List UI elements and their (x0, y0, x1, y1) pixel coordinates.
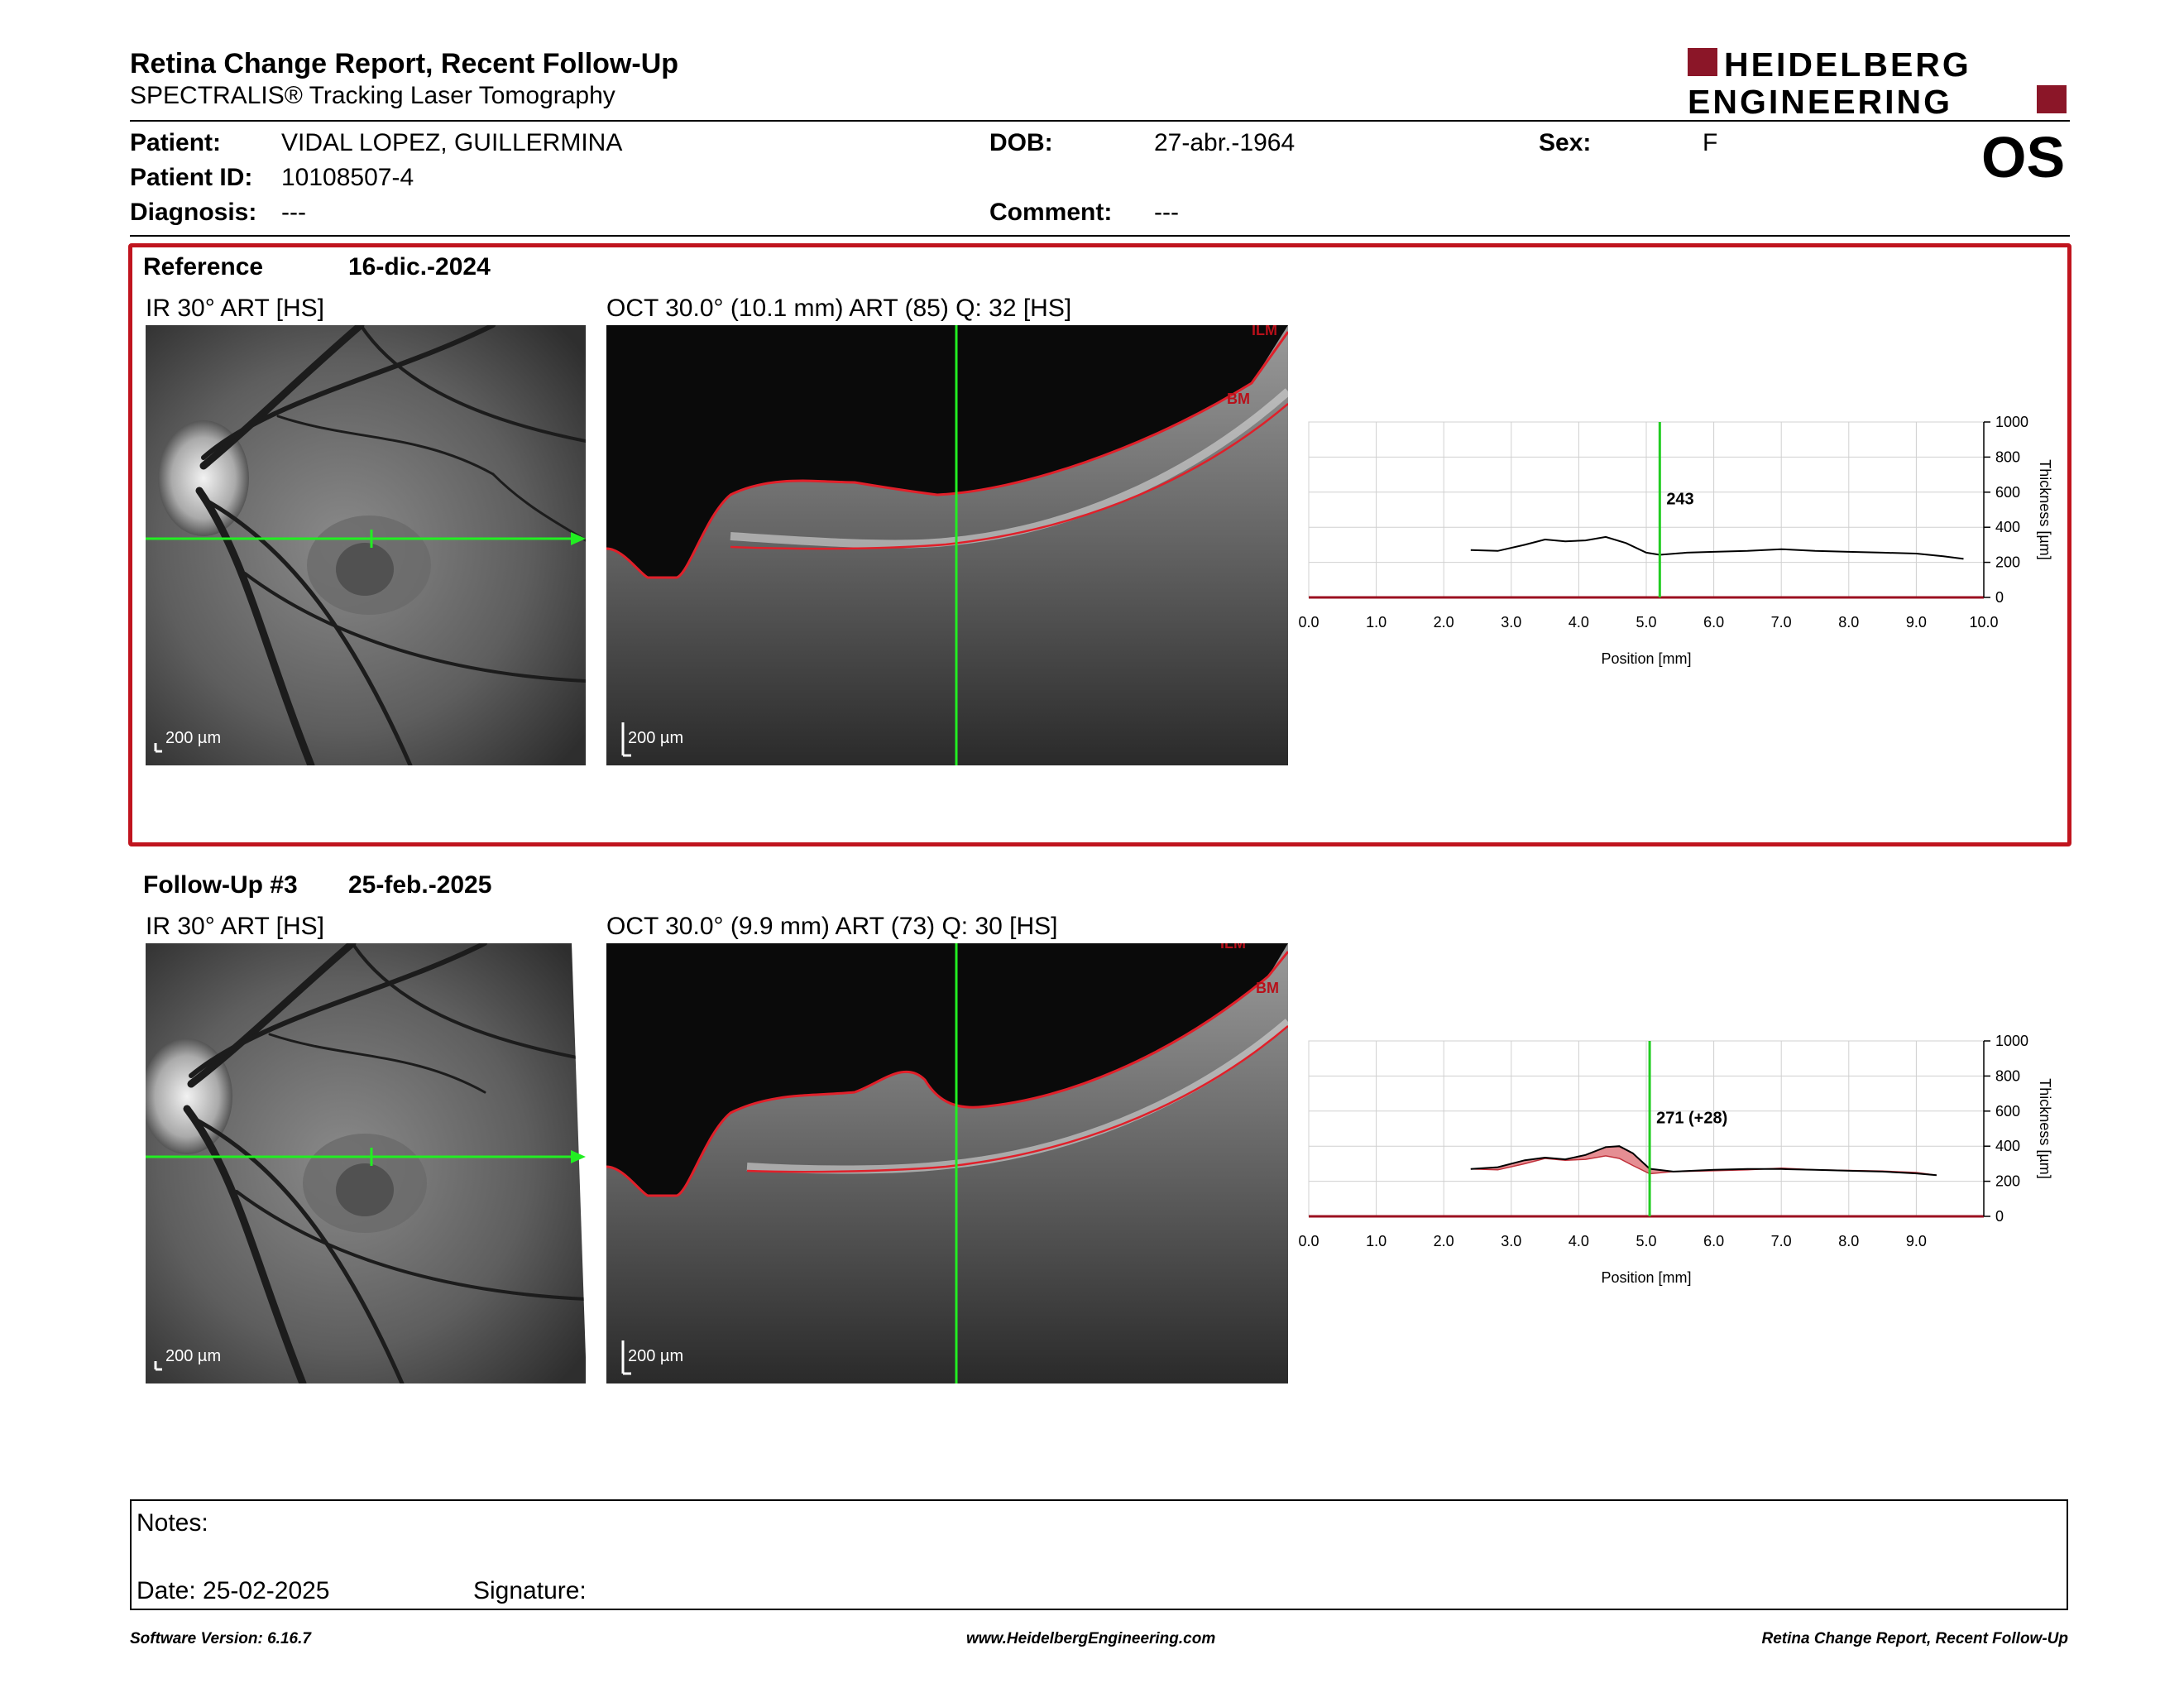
y-tick-label: 0 (1995, 1208, 2004, 1225)
y-axis-label: Thickness [µm] (2037, 1078, 2053, 1178)
date-label: Date: 25-02-2025 (136, 1577, 330, 1604)
x-tick-label: 1.0 (1366, 1233, 1387, 1249)
x-axis-label: Position [mm] (1601, 1269, 1691, 1286)
reference-ir-label: IR 30° ART [HS] (146, 295, 324, 322)
x-tick-label: 1.0 (1366, 614, 1387, 631)
followup-ir-scale: 200 µm (165, 1347, 222, 1365)
reference-oct-label: OCT 30.0° (10.1 mm) ART (85) Q: 32 [HS] (606, 295, 1072, 322)
reference-thickness-chart: 0 200 400 600 800 1000 0.0 1.0 2.0 3.0 4.0 5.0 6.0 7.… (1299, 414, 2053, 667)
x-tick-label: 6.0 (1703, 1233, 1724, 1249)
report-title: Retina Change Report, Recent Follow-Up (130, 48, 679, 79)
x-tick-label: 9.0 (1906, 614, 1927, 631)
y-tick-label: 200 (1995, 1173, 2020, 1190)
followup-label: Follow-Up #3 (143, 871, 298, 899)
notes-label: Notes: (136, 1509, 208, 1537)
patient-id: 10108507-4 (281, 164, 414, 191)
followup-oct-image: ILM BM 200 µm (606, 943, 1288, 1383)
header-divider (130, 120, 2070, 122)
y-tick-label: 800 (1995, 448, 2020, 465)
x-tick-label: 7.0 (1771, 1233, 1792, 1249)
y-tick-label: 1000 (1995, 1033, 2028, 1049)
diagnosis-value: --- (281, 199, 306, 226)
x-tick-label: 8.0 (1838, 614, 1859, 631)
thickness-line (1470, 535, 1964, 560)
followup-bm-label: BM (1256, 980, 1279, 996)
x-tick-label: 3.0 (1501, 1233, 1521, 1249)
report-subtitle: SPECTRALIS® Tracking Laser Tomography (130, 82, 615, 109)
x-tick-label: 4.0 (1569, 614, 1589, 631)
reference-label: Reference (143, 253, 264, 281)
footer-software-version: Software Version: 6.16.7 (130, 1630, 311, 1647)
comment-label: Comment: (989, 199, 1113, 226)
y-tick-label: 200 (1995, 554, 2020, 571)
x-tick-label: 2.0 (1434, 614, 1454, 631)
reference-ilm-label: ILM (1252, 325, 1277, 338)
y-tick-label: 800 (1995, 1067, 2020, 1084)
footer-report-name: Retina Change Report, Recent Follow-Up (1761, 1630, 2068, 1647)
reference-ir-image: 200 µm (146, 325, 586, 765)
x-tick-label: 0.0 (1299, 614, 1320, 631)
signature-label: Signature: (473, 1577, 587, 1604)
logo-line1: HEIDELBERG (1724, 46, 1971, 84)
reference-box (128, 243, 2071, 846)
x-tick-label: 0.0 (1299, 1233, 1320, 1249)
y-axis-label: Thickness [µm] (2037, 459, 2053, 559)
x-tick-label: 5.0 (1636, 1233, 1656, 1249)
footer-website-link[interactable]: www.HeidelbergEngineering.com (966, 1630, 1216, 1647)
diagnosis-label: Diagnosis: (130, 199, 257, 226)
cursor-value-label: 243 (1666, 491, 1693, 509)
patient-name: VIDAL LOPEZ, GUILLERMINA (281, 129, 623, 156)
followup-ilm-label: ILM (1220, 943, 1246, 952)
x-tick-label: 3.0 (1501, 614, 1521, 631)
x-tick-label: 5.0 (1636, 614, 1656, 631)
dob-label: DOB: (989, 129, 1053, 156)
x-tick-label: 7.0 (1771, 614, 1792, 631)
x-tick-label: 4.0 (1569, 1233, 1589, 1249)
heidelberg-logo: HEIDELBERG ENGINEERING (1688, 46, 2067, 116)
y-tick-label: 600 (1995, 1103, 2020, 1120)
reference-oct-scale: 200 µm (628, 729, 684, 747)
followup-oct-scale: 200 µm (628, 1347, 684, 1365)
logo-line2: ENGINEERING (1688, 83, 1952, 116)
notes-box: Notes: Date: 25-02-2025 Signature: (130, 1499, 2068, 1610)
patient-label: Patient: (130, 129, 222, 156)
x-tick-label: 2.0 (1434, 1233, 1454, 1249)
y-tick-label: 600 (1995, 484, 2020, 501)
sex-label: Sex: (1539, 129, 1592, 156)
y-tick-label: 0 (1995, 589, 2004, 606)
followup-thickness-chart: 0 200 400 600 800 1000 0.0 1.0 2.0 3.0 4.0 5.0 6.0 7.… (1299, 1033, 2053, 1286)
comment-value: --- (1154, 199, 1179, 226)
x-axis-label: Position [mm] (1601, 650, 1691, 667)
y-tick-label: 1000 (1995, 414, 2028, 430)
reference-bm-label: BM (1227, 391, 1250, 407)
reference-ir-scale: 200 µm (165, 729, 222, 747)
x-tick-label: 9.0 (1906, 1233, 1927, 1249)
x-tick-label: 10.0 (1969, 614, 1998, 631)
patient-divider (130, 235, 2070, 237)
y-tick-label: 400 (1995, 1138, 2020, 1154)
followup-ir-label: IR 30° ART [HS] (146, 913, 324, 940)
reference-date: 16-dic.-2024 (348, 253, 491, 281)
cursor-value-label: 271 (+28) (1656, 1110, 1727, 1128)
x-tick-label: 8.0 (1838, 1233, 1859, 1249)
followup-ir-image: 200 µm (146, 943, 586, 1383)
reference-oct-image: ILM BM 200 µm (606, 325, 1288, 765)
dob-value: 27-abr.-1964 (1154, 129, 1296, 156)
sex-value: F (1703, 129, 1718, 156)
followup-oct-label: OCT 30.0° (9.9 mm) ART (73) Q: 30 [HS] (606, 913, 1058, 940)
patient-id-label: Patient ID: (130, 164, 253, 191)
eye-label: OS (1981, 125, 2066, 189)
x-tick-label: 6.0 (1703, 614, 1724, 631)
y-tick-label: 400 (1995, 519, 2020, 535)
followup-date: 25-feb.-2025 (348, 871, 492, 899)
